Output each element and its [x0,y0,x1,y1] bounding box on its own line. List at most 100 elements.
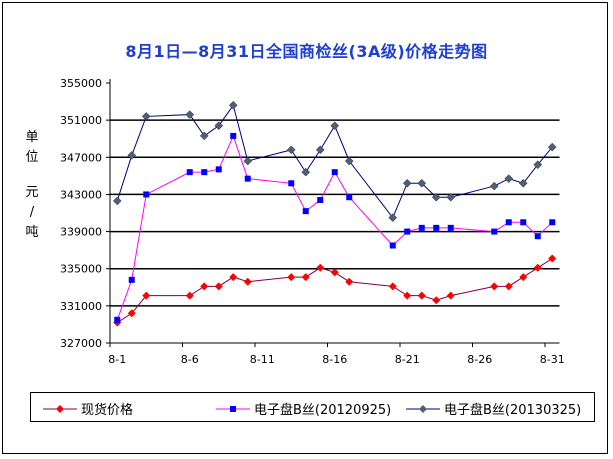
data-point-square [389,242,396,249]
y-tick-label: 343000 [60,188,102,201]
data-point-diamond [417,291,426,300]
series-line-1 [116,134,553,320]
data-point-square [418,224,425,231]
y-label-char: / [29,205,35,220]
data-point-diamond [301,167,311,177]
legend: 现货价格 电子盘B丝(20120925) 电子盘B丝(20130325) [30,392,595,422]
data-point-diamond [518,178,528,188]
data-point-square [317,197,324,203]
data-point-diamond [185,291,194,300]
data-point-square [215,166,222,173]
data-point-diamond [141,112,151,121]
y-axis-label: 单 位 元 / 吨 [22,128,42,243]
data-point-diamond [519,273,528,282]
data-point-diamond [330,121,340,131]
data-point-square [114,316,121,323]
data-point-square [447,224,454,231]
data-point-square [201,169,208,176]
data-point-square [505,219,512,226]
data-point-diamond [547,142,557,152]
data-point-diamond [431,192,441,202]
legend-marker-blue-square [216,405,250,412]
data-point-diamond [243,277,252,286]
legend-label: 电子盘B丝(20120925) [254,403,392,418]
data-point-diamond [446,291,455,300]
data-point-diamond [301,273,310,282]
data-point-square [433,224,440,231]
data-point-square [143,191,150,198]
legend-marker-gray-diamond [406,404,440,413]
x-tick-label: 8-31 [540,353,565,366]
legend-marker-red-diamond [43,404,77,413]
legend-item: 电子盘B丝(20120925) [216,399,391,418]
legend-label: 现货价格 [81,403,134,418]
data-point-diamond [214,282,223,291]
legend-label: 电子盘B丝(20130325) [444,403,582,418]
y-tick-label: 355000 [60,77,102,90]
y-tick-label: 347000 [60,151,102,164]
data-point-square [186,169,193,176]
x-tick-label: 8-11 [250,353,275,366]
y-tick-label: 331000 [60,300,102,313]
data-point-diamond [199,131,209,141]
y-tick-label: 327000 [60,337,102,350]
data-point-diamond [200,282,209,291]
data-point-diamond [489,181,499,191]
x-tick-label: 8-26 [467,353,492,366]
data-point-diamond [446,192,456,202]
y-tick-label: 351000 [60,114,102,127]
chart-frame [2,2,608,454]
data-point-diamond [504,174,514,183]
data-point-square [244,175,251,182]
data-point-diamond [417,178,427,188]
data-point-square [520,219,527,226]
data-point-square [491,228,498,235]
data-point-diamond [388,282,397,291]
data-point-diamond [112,196,122,206]
data-point-diamond [504,282,513,291]
data-point-diamond [127,309,136,318]
x-tick-label: 8-21 [395,353,420,366]
data-point-diamond [345,277,354,286]
data-point-diamond [402,178,412,188]
data-point-diamond [490,282,499,291]
data-point-square [288,180,295,187]
data-point-diamond [127,151,137,160]
y-label-char: 元 [25,185,39,200]
data-point-diamond [403,291,412,300]
data-point-diamond [214,121,224,131]
data-point-square [534,233,541,240]
data-point-diamond [315,145,325,155]
data-point-diamond [533,263,542,272]
data-point-diamond [388,213,398,222]
x-tick-label: 8-16 [322,353,347,366]
y-label-char: 吨 [25,225,39,240]
data-point-diamond [286,145,296,155]
chart-title: 8月1日—8月31日全国商检丝(3A级)价格走势图 [125,42,488,61]
data-point-diamond [344,156,354,166]
y-label-char: 单 [25,130,39,145]
data-point-diamond [316,263,325,272]
data-point-diamond [548,254,557,263]
legend-item: 电子盘B丝(20130325) [406,399,581,418]
data-point-square [128,276,135,283]
y-tick-label: 335000 [60,263,102,276]
data-point-diamond [229,273,238,282]
data-point-diamond [432,296,441,305]
data-point-diamond [228,100,238,110]
data-point-diamond [142,291,151,300]
x-tick-label: 8-6 [181,353,199,366]
data-point-diamond [243,156,253,166]
data-point-diamond [330,268,339,277]
data-point-diamond [185,110,195,119]
data-point-diamond [287,273,296,282]
x-tick-label: 8-1 [108,353,126,366]
y-tick-label: 339000 [60,226,102,239]
data-point-square [230,132,237,139]
y-label-char: 位 [25,150,39,165]
data-point-square [302,208,309,215]
data-point-square [404,228,411,235]
data-point-square [346,194,353,201]
data-point-square [331,169,338,176]
